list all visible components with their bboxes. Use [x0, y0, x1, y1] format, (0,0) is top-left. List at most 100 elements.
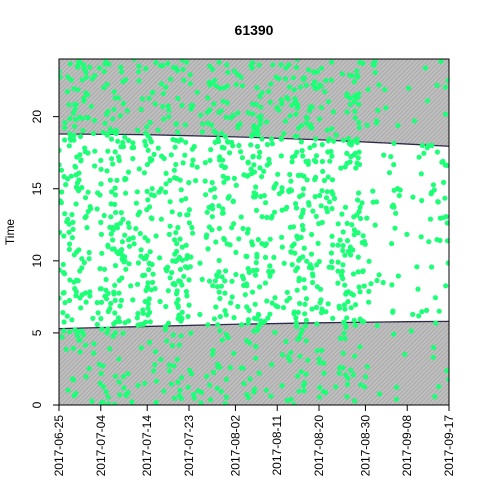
data-point: [202, 178, 208, 184]
data-point: [262, 254, 269, 260]
data-point: [339, 211, 345, 217]
data-point: [204, 109, 210, 115]
data-point: [108, 201, 114, 207]
data-point: [163, 266, 169, 272]
data-point: [397, 187, 403, 193]
data-point: [235, 110, 241, 116]
data-point: [444, 220, 449, 226]
data-point: [411, 118, 418, 124]
data-point: [186, 207, 192, 213]
data-point: [290, 224, 297, 230]
data-point: [138, 106, 144, 113]
data-point: [344, 381, 351, 387]
data-point: [178, 375, 185, 381]
data-point: [182, 152, 188, 158]
data-point: [318, 105, 324, 111]
data-point: [198, 112, 204, 118]
data-point: [389, 241, 395, 247]
data-point: [251, 169, 258, 175]
data-point: [426, 239, 432, 245]
data-point: [375, 107, 381, 113]
data-point: [394, 384, 400, 390]
data-point: [337, 335, 343, 342]
data-point: [140, 310, 146, 316]
night-region-morning: [59, 321, 449, 405]
data-point: [103, 276, 109, 283]
data-point: [108, 136, 115, 142]
data-point: [199, 129, 205, 135]
data-point: [351, 317, 357, 323]
data-point: [238, 214, 244, 220]
data-point: [307, 262, 313, 268]
data-point: [101, 68, 107, 75]
data-point: [59, 334, 65, 340]
data-point: [306, 108, 313, 114]
data-point: [300, 227, 306, 233]
data-point: [64, 313, 70, 319]
data-point: [308, 251, 315, 257]
data-point: [265, 315, 271, 321]
data-point: [171, 167, 177, 173]
data-point: [292, 153, 298, 159]
data-point: [313, 136, 319, 142]
data-point: [300, 192, 306, 198]
data-point: [85, 189, 91, 195]
data-point: [253, 260, 259, 266]
data-point: [104, 330, 110, 336]
data-point: [264, 162, 270, 168]
data-point: [324, 209, 330, 215]
data-point: [445, 77, 449, 83]
data-point: [344, 150, 350, 156]
data-point: [148, 287, 154, 293]
data-point: [60, 261, 66, 268]
data-point: [254, 125, 261, 131]
data-point: [278, 97, 284, 103]
data-point: [81, 260, 87, 266]
data-point: [184, 253, 190, 259]
data-point: [178, 197, 185, 203]
data-point: [128, 283, 134, 289]
data-point: [329, 153, 335, 159]
data-point: [138, 247, 144, 253]
data-point: [67, 115, 73, 122]
data-point: [288, 178, 294, 184]
data-point: [230, 199, 236, 205]
data-point: [63, 346, 69, 352]
data-point: [281, 130, 287, 137]
x-tick-label: 2017-09-17: [442, 415, 456, 477]
data-point: [345, 248, 352, 254]
data-point: [183, 242, 189, 248]
data-point: [239, 83, 246, 89]
data-point: [107, 346, 113, 352]
data-point: [360, 233, 366, 239]
data-point: [302, 285, 308, 291]
data-point: [98, 219, 104, 225]
data-point: [294, 373, 301, 379]
data-point: [107, 224, 113, 230]
data-point: [342, 164, 348, 170]
data-point: [268, 81, 274, 87]
data-point: [310, 208, 316, 214]
data-point: [366, 299, 372, 305]
data-point: [212, 278, 218, 284]
data-point: [295, 235, 301, 242]
data-point: [121, 385, 127, 391]
data-point: [166, 231, 172, 237]
data-point: [145, 197, 151, 203]
data-point: [96, 65, 102, 71]
data-point: [176, 393, 182, 399]
data-point: [292, 250, 298, 256]
data-point: [363, 374, 369, 380]
data-point: [267, 271, 273, 277]
data-point: [354, 212, 360, 218]
data-point: [418, 234, 424, 240]
data-point: [429, 142, 435, 149]
data-point: [361, 283, 367, 289]
data-point: [294, 265, 301, 271]
data-point: [184, 59, 190, 65]
data-point: [358, 382, 364, 388]
data-point: [165, 60, 171, 66]
data-point: [347, 101, 353, 108]
data-point: [59, 147, 62, 153]
data-point: [350, 372, 356, 378]
